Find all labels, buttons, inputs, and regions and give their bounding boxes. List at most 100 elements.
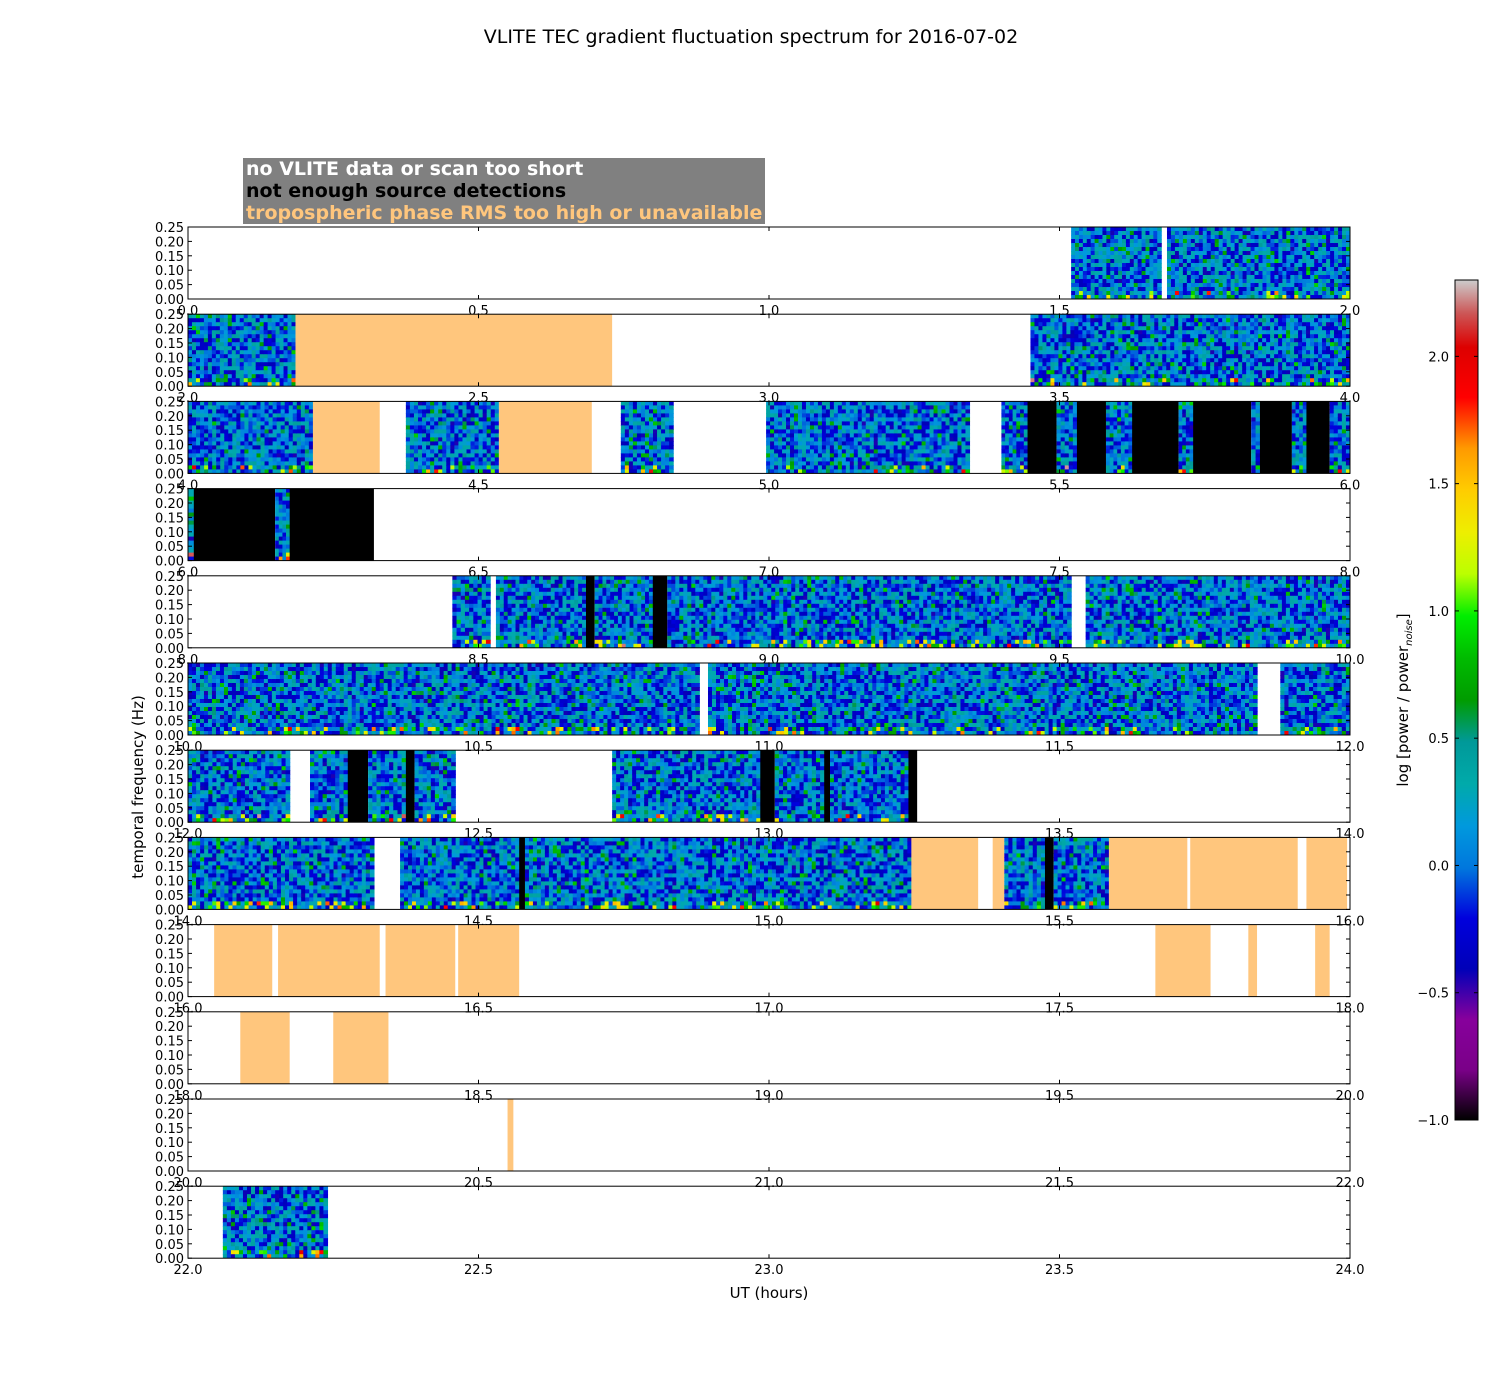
colorbar: −1.0 −0.5 0.0 0.5 1.0 1.5 2.0 log [power / pow…: [1394, 279, 1479, 1129]
spectrum-block-4-5: [667, 575, 1072, 648]
y-tick-label-4-5: 0.25: [155, 570, 184, 585]
panel-frame-10: [187, 1098, 1351, 1172]
x-tick-label-8-2: 17.0: [755, 1002, 784, 1017]
spectrum-block-6-1: [310, 750, 349, 823]
spectrum-block-6-5: [414, 750, 456, 823]
y-tick-label-11-0: 0.00: [155, 1252, 184, 1267]
phase-rms-flag-7-10: [1190, 837, 1298, 910]
spectrum-block-7-6: [1004, 837, 1046, 910]
y-tick-label-7-0: 0.00: [155, 903, 184, 918]
y-tick-label-9-4: 0.20: [155, 1020, 184, 1035]
low-detection-flag-3-1: [193, 488, 276, 561]
phase-rms-flag-9-0: [240, 1011, 290, 1084]
x-tick-label-9-0: 18.0: [174, 1089, 203, 1104]
y-tick-label-6-1: 0.05: [155, 802, 184, 817]
low-detection-flag-6-2: [347, 750, 369, 823]
phase-rms-flag-10-0: [507, 1099, 514, 1171]
colorbar-tick-label-2: 0.0: [1428, 859, 1449, 874]
phase-rms-flag-9-1: [333, 1011, 389, 1084]
y-tick-label-11-4: 0.20: [155, 1195, 184, 1210]
y-tick-label-6-3: 0.15: [155, 773, 184, 788]
x-tick-label-5-1: 10.5: [464, 740, 493, 755]
spectrum-block-2-12: [1178, 401, 1194, 474]
y-tick-label-6-2: 0.10: [155, 787, 184, 802]
y-tick-label-3-1: 0.05: [155, 540, 184, 555]
y-tick-label-2-4: 0.20: [155, 410, 184, 425]
colorbar-tick-label-6: 2.0: [1428, 350, 1449, 365]
spectrum-block-6-0: [188, 750, 291, 823]
y-tick-label-4-3: 0.15: [155, 599, 184, 614]
legend-few-detections: not enough source detections: [243, 180, 765, 202]
y-tick-label-8-1: 0.05: [155, 976, 184, 991]
spectrum-block-2-5: [766, 401, 971, 474]
y-tick-label-9-2: 0.10: [155, 1049, 184, 1064]
panel-3: 0.000.050.100.150.200.256.0 6.5 7.0 7.5 8.0: [155, 483, 1360, 581]
x-tick-label-8-3: 17.5: [1045, 1002, 1074, 1017]
colorbar-gradient: [1454, 279, 1479, 1121]
y-tick-label-4-4: 0.20: [155, 584, 184, 599]
x-tick-label-8-1: 16.5: [464, 1002, 493, 1017]
y-tick-label-5-0: 0.00: [155, 729, 184, 744]
x-tick-label-11-2: 23.0: [755, 1263, 784, 1278]
y-tick-label-5-2: 0.10: [155, 700, 184, 715]
x-tick-label-2-2: 5.0: [759, 478, 780, 493]
phase-rms-flag-2-3: [498, 401, 592, 474]
y-tick-label-5-5: 0.25: [155, 657, 184, 672]
y-tick-label-0-5: 0.25: [155, 221, 184, 236]
legend-no-data: no VLITE data or scan too short: [243, 158, 765, 180]
x-tick-label-10-0: 20.0: [174, 1176, 203, 1191]
y-tick-label-1-5: 0.25: [155, 308, 184, 323]
x-tick-label-9-2: 19.0: [755, 1089, 784, 1104]
y-tick-label-10-1: 0.05: [155, 1151, 184, 1166]
phase-rms-flag-8-5: [1248, 924, 1258, 997]
y-tick-label-7-1: 0.05: [155, 889, 184, 904]
y-tick-label-4-2: 0.10: [155, 613, 184, 628]
low-detection-flag-2-11: [1132, 401, 1179, 474]
y-tick-label-10-0: 0.00: [155, 1165, 184, 1180]
low-detection-flag-6-4: [405, 750, 415, 823]
panel-9: 0.000.050.100.150.200.25 18.0 18.5 19.0 19.5…: [155, 1006, 1364, 1104]
low-detection-flag-2-15: [1259, 401, 1292, 474]
low-detection-flag-2-13: [1193, 401, 1252, 474]
y-axis-label: temporal frequency (Hz): [129, 695, 147, 879]
x-tick-label-9-3: 19.5: [1045, 1089, 1074, 1104]
y-tick-label-4-1: 0.05: [155, 627, 184, 642]
y-tick-label-6-5: 0.25: [155, 744, 184, 759]
x-tick-label-7-4: 16.0: [1336, 914, 1365, 929]
colorbar-tick-label-0: −1.0: [1417, 1114, 1449, 1129]
x-tick-label-10-2: 21.0: [755, 1176, 784, 1191]
panel-11: 0.000.050.100.150.200.25 22.0 22.5 23.0 23.5…: [155, 1180, 1364, 1278]
y-tick-label-11-2: 0.10: [155, 1223, 184, 1238]
y-tick-label-8-2: 0.10: [155, 962, 184, 977]
colorbar-tick-label-1: −0.5: [1417, 987, 1449, 1002]
x-tick-label-2-3: 5.5: [1049, 478, 1070, 493]
y-tick-label-9-1: 0.05: [155, 1063, 184, 1078]
x-tick-label-7-3: 15.5: [1045, 914, 1074, 929]
y-tick-label-4-0: 0.00: [155, 642, 184, 657]
phase-rms-flag-7-9: [1108, 837, 1188, 910]
y-tick-label-9-3: 0.15: [155, 1035, 184, 1050]
y-tick-label-7-5: 0.25: [155, 831, 184, 846]
y-tick-label-0-1: 0.05: [155, 279, 184, 294]
y-tick-label-3-4: 0.20: [155, 497, 184, 512]
phase-rms-flag-8-3: [458, 924, 520, 997]
y-tick-label-5-1: 0.05: [155, 715, 184, 730]
y-tick-label-0-4: 0.20: [155, 235, 184, 250]
spectrum-block-2-16: [1291, 401, 1308, 474]
y-tick-label-0-3: 0.15: [155, 250, 184, 265]
y-tick-label-11-3: 0.15: [155, 1209, 184, 1224]
colorbar-tick-label-4: 1.0: [1428, 605, 1449, 620]
spectrum-block-7-3: [524, 837, 912, 910]
spectrum-block-1-0: [188, 314, 297, 387]
phase-rms-flag-2-1: [312, 401, 380, 474]
low-detection-flag-2-7: [1027, 401, 1057, 474]
y-tick-label-3-5: 0.25: [155, 483, 184, 498]
phase-rms-flag-7-5: [992, 837, 1005, 910]
panel-8: 0.000.050.100.150.200.25 16.0 16.5 17.0 17.5…: [155, 919, 1364, 1017]
spectrum-block-4-0: [452, 575, 491, 648]
panel-2: 0.000.050.100.150.200.254.0 4.5 5.0 5.5 6.0: [155, 395, 1360, 493]
x-axis-label: UT (hours): [730, 1284, 809, 1302]
spectrum-block-2-18: [1329, 401, 1350, 474]
